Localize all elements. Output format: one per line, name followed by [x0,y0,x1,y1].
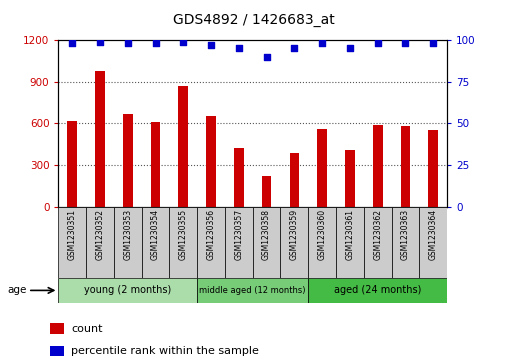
Bar [50,323,64,334]
Bar [419,207,447,278]
Point [290,45,298,51]
Bar [308,207,336,278]
Bar [58,207,86,278]
Bar [336,207,364,278]
Text: age: age [8,285,27,295]
Text: GSM1230364: GSM1230364 [429,209,438,260]
Bar [50,346,64,356]
Bar [290,152,299,207]
Bar [345,150,355,207]
Bar [373,125,383,207]
Text: aged (24 months): aged (24 months) [334,285,421,295]
Text: GSM1230358: GSM1230358 [262,209,271,260]
Bar [197,278,308,303]
Bar [400,126,410,207]
Point [318,40,326,46]
Text: middle aged (12 months): middle aged (12 months) [200,286,306,295]
Bar [206,117,216,207]
Text: GSM1230355: GSM1230355 [179,209,188,260]
Text: GDS4892 / 1426683_at: GDS4892 / 1426683_at [173,13,335,27]
Text: GSM1230354: GSM1230354 [151,209,160,260]
Bar [364,207,392,278]
Bar [142,207,170,278]
Point [373,40,382,46]
Point [124,40,132,46]
Point [401,40,409,46]
Point [179,39,187,45]
Bar [114,207,142,278]
Bar [318,129,327,207]
Text: GSM1230351: GSM1230351 [68,209,77,260]
Bar [123,114,133,207]
Bar [170,207,197,278]
Text: GSM1230352: GSM1230352 [96,209,105,260]
Bar [428,130,438,207]
Text: GSM1230353: GSM1230353 [123,209,132,260]
Point [151,40,160,46]
Bar [308,278,447,303]
Bar [86,207,114,278]
Text: GSM1230359: GSM1230359 [290,209,299,260]
Bar [253,207,280,278]
Bar [280,207,308,278]
Bar [178,86,188,207]
Text: GSM1230363: GSM1230363 [401,209,410,260]
Bar [225,207,253,278]
Text: percentile rank within the sample: percentile rank within the sample [71,346,259,356]
Text: young (2 months): young (2 months) [84,285,171,295]
Text: GSM1230362: GSM1230362 [373,209,382,260]
Bar [392,207,419,278]
Text: GSM1230357: GSM1230357 [234,209,243,260]
Point [263,54,271,60]
Point [346,45,354,51]
Point [207,42,215,48]
Point [429,40,437,46]
Bar [58,278,197,303]
Text: GSM1230360: GSM1230360 [318,209,327,260]
Bar [68,121,77,207]
Bar [234,148,244,207]
Text: GSM1230356: GSM1230356 [207,209,215,260]
Bar [151,122,161,207]
Point [68,40,76,46]
Bar [95,70,105,207]
Point [96,39,104,45]
Point [235,45,243,51]
Bar [262,176,271,207]
Bar [197,207,225,278]
Text: count: count [71,323,103,334]
Text: GSM1230361: GSM1230361 [345,209,355,260]
